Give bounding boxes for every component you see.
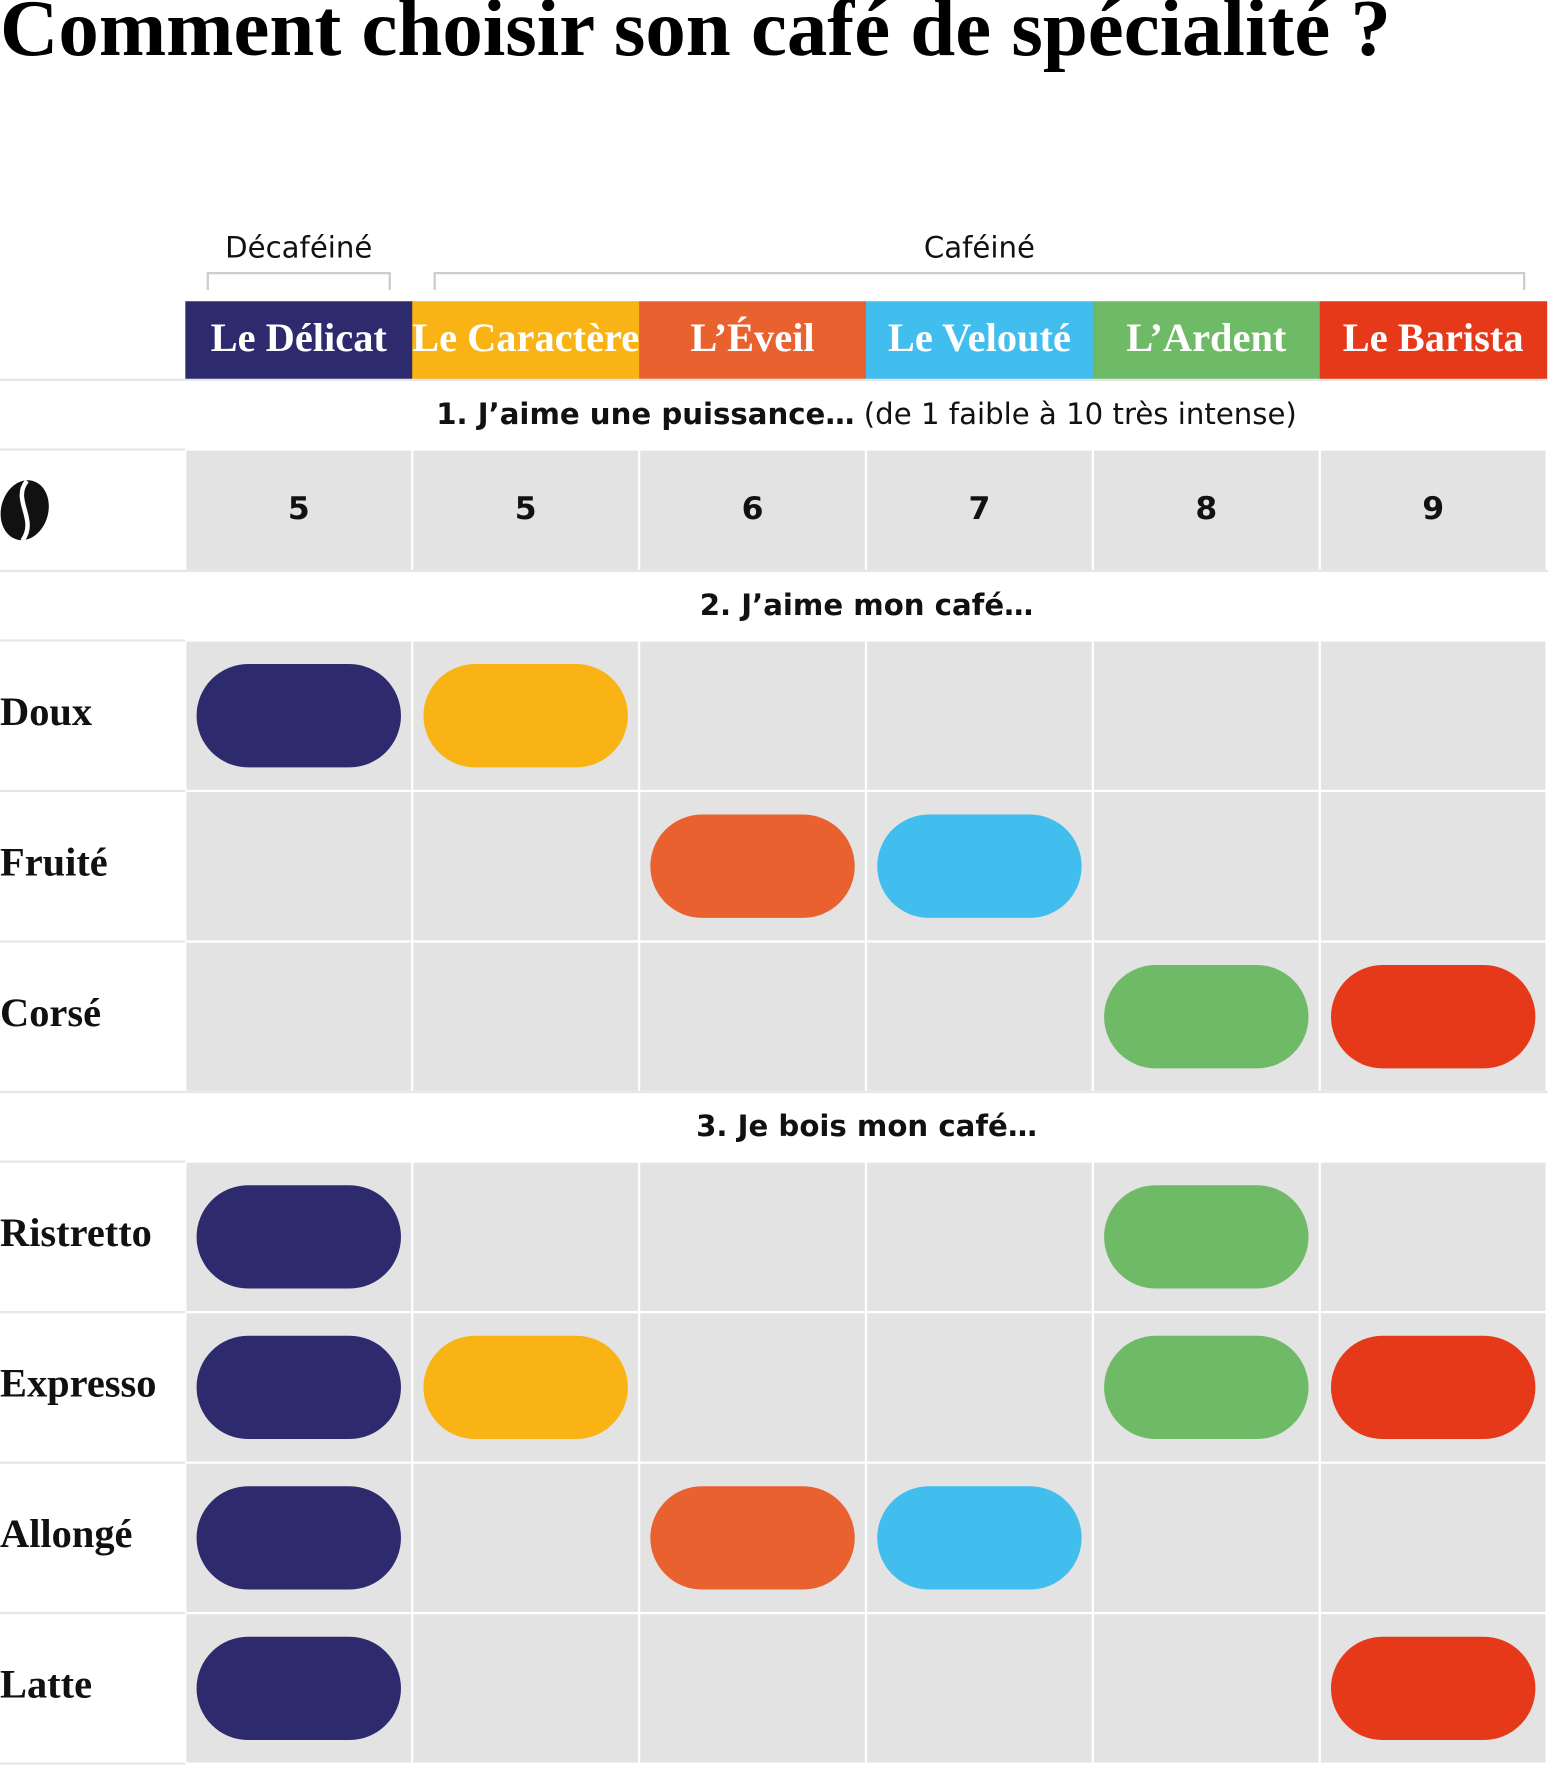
pill xyxy=(196,1335,401,1440)
cell xyxy=(640,1313,865,1462)
row-label: Fruité xyxy=(0,839,108,884)
pill xyxy=(1104,1185,1309,1289)
pill xyxy=(1104,1335,1309,1440)
section-title-text: 3. Je bois mon café… xyxy=(696,1109,1037,1143)
group-bracket xyxy=(433,272,1526,291)
pill xyxy=(650,814,855,918)
section-note: (de 1 faible à 10 très intense) xyxy=(864,397,1297,431)
cell xyxy=(867,1162,1092,1311)
section-title: 3. Je bois mon café… xyxy=(696,1109,1037,1143)
cell xyxy=(640,1614,865,1763)
pill xyxy=(196,1636,401,1741)
row-label: Expresso xyxy=(0,1361,156,1406)
pill xyxy=(1330,1335,1536,1440)
row-label: Latte xyxy=(0,1662,92,1707)
coffee-name: Le Délicat xyxy=(211,315,388,360)
cell xyxy=(1093,792,1319,941)
cell xyxy=(413,1463,638,1613)
cell xyxy=(867,942,1092,1091)
cell xyxy=(640,1162,865,1311)
pill xyxy=(877,1486,1082,1590)
coffee-name: Le Barista xyxy=(1343,315,1524,360)
cell xyxy=(413,792,638,941)
cell xyxy=(413,1614,638,1763)
cell xyxy=(867,1313,1092,1462)
section-title-text: 1. J’aime une puissance… xyxy=(436,397,854,431)
pill xyxy=(1330,965,1536,1069)
cell xyxy=(640,641,865,790)
cell xyxy=(413,942,638,1091)
pill xyxy=(423,1335,628,1440)
intensity-value: 8 xyxy=(1195,491,1217,527)
coffee-header xyxy=(865,301,1094,380)
cell xyxy=(413,450,638,570)
coffee-name: L’Éveil xyxy=(690,315,814,360)
row-label: Doux xyxy=(0,689,92,734)
intensity-value: 5 xyxy=(515,491,537,527)
bean-icon xyxy=(0,479,49,542)
cell xyxy=(1320,1162,1546,1311)
coffee-header xyxy=(1092,301,1321,380)
coffee-header xyxy=(1319,301,1548,380)
pill xyxy=(1104,965,1309,1069)
intensity-value: 6 xyxy=(742,491,764,527)
group-label: Décaféiné xyxy=(225,231,372,265)
coffee-name: Le Caractère xyxy=(412,315,639,360)
pill xyxy=(877,814,1082,918)
pill xyxy=(650,1486,855,1590)
cell xyxy=(186,942,412,1091)
pill xyxy=(423,664,628,768)
section-note xyxy=(855,397,864,431)
cell xyxy=(186,792,412,941)
cell xyxy=(867,450,1092,570)
cell xyxy=(1320,641,1546,790)
cell xyxy=(867,641,1092,790)
row-label: Ristretto xyxy=(0,1210,152,1255)
group-bracket xyxy=(206,272,391,291)
coffee-name: L’Ardent xyxy=(1126,315,1287,360)
cell xyxy=(640,942,865,1091)
pill xyxy=(196,664,401,768)
cell xyxy=(640,450,865,570)
cell xyxy=(867,1614,1092,1763)
section-title: 2. J’aime mon café… xyxy=(700,588,1034,622)
row-label: Allongé xyxy=(0,1511,133,1556)
coffee-header xyxy=(639,301,867,380)
cell xyxy=(1320,450,1546,570)
row-label: Corsé xyxy=(0,990,101,1035)
intensity-value: 7 xyxy=(968,491,990,527)
coffee-name: Le Velouté xyxy=(888,315,1071,360)
pill xyxy=(196,1486,401,1590)
cell xyxy=(1093,1614,1319,1763)
cell xyxy=(1093,1463,1319,1613)
intensity-value: 9 xyxy=(1422,491,1444,527)
cell xyxy=(1320,1463,1546,1613)
pill xyxy=(1330,1636,1536,1741)
page-title: Comment choisir son café de spécialité ? xyxy=(0,0,1391,73)
coffee-header xyxy=(412,301,640,380)
coffee-header xyxy=(185,301,413,380)
section-title-text: 2. J’aime mon café… xyxy=(700,588,1034,622)
cell xyxy=(186,450,412,570)
cell xyxy=(1320,792,1546,941)
cell xyxy=(1093,641,1319,790)
intensity-value: 5 xyxy=(288,491,310,527)
group-label: Caféiné xyxy=(924,231,1035,265)
cell xyxy=(1093,450,1319,570)
section-title: 1. J’aime une puissance… (de 1 faible à … xyxy=(436,397,1297,431)
cell xyxy=(413,1162,638,1311)
pill xyxy=(196,1185,401,1289)
